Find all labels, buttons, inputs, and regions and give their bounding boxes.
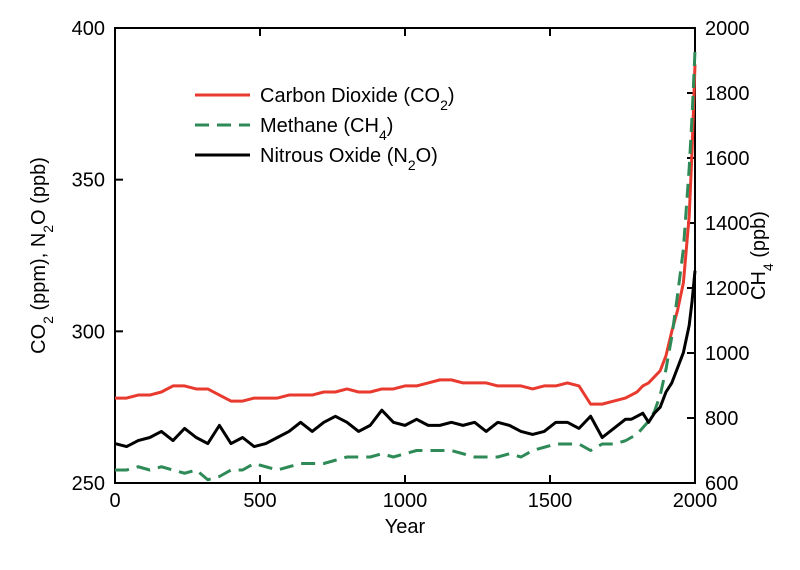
yr-tick-label: 1600 [705,148,750,170]
x-tick-label: 1500 [528,490,573,512]
yr-tick-label: 1200 [705,278,750,300]
yr-tick-label: 1800 [705,83,750,105]
chart-container: 0500100015002000Year250300350400CO2 (ppm… [0,0,800,570]
yr-tick-label: 1400 [705,213,750,235]
chart-svg: 0500100015002000Year250300350400CO2 (ppm… [0,0,800,570]
yl-tick-label: 300 [72,321,105,343]
yr-tick-label: 1000 [705,343,750,365]
yl-tick-label: 350 [72,170,105,192]
yr-tick-label: 2000 [705,18,750,40]
yl-tick-label: 400 [72,18,105,40]
yl-tick-label: 250 [72,473,105,495]
yr-tick-label: 600 [705,473,738,495]
x-axis-label: Year [385,516,426,538]
x-tick-label: 0 [109,490,120,512]
yr-tick-label: 800 [705,408,738,430]
x-tick-label: 1000 [383,490,428,512]
x-tick-label: 500 [243,490,276,512]
